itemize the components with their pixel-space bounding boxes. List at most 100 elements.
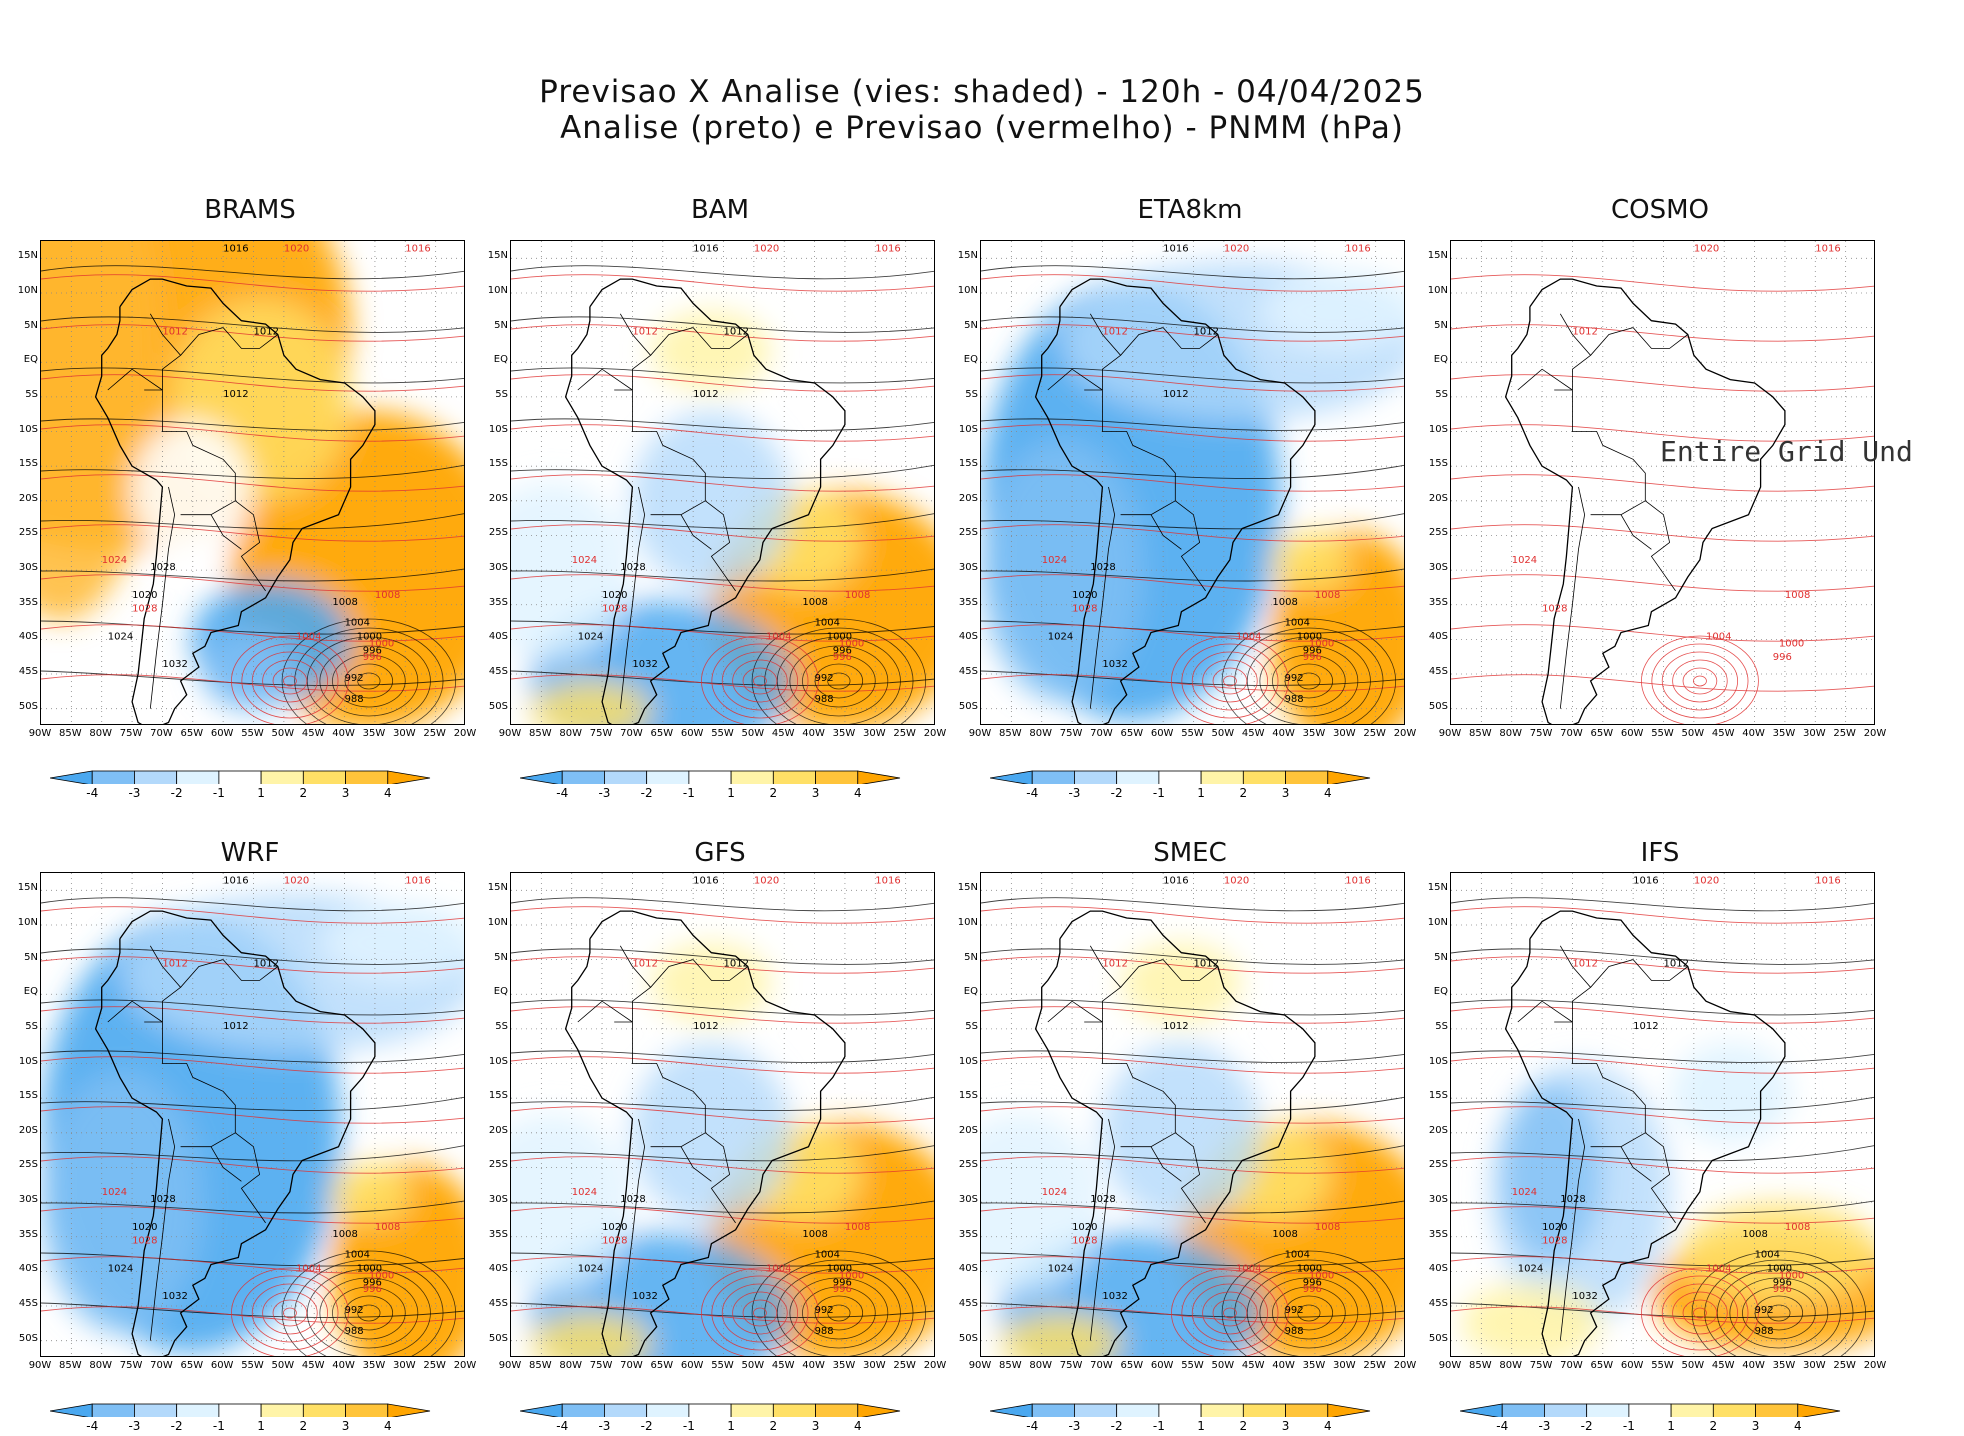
colorbar-label: 2 bbox=[769, 786, 778, 800]
lon-label: 35W bbox=[832, 728, 856, 739]
lat-label: 5N bbox=[964, 951, 978, 963]
colorbar-segment bbox=[1158, 1403, 1202, 1417]
lat-label: EQ bbox=[1433, 354, 1448, 366]
analysis-isobar-label: 1032 bbox=[632, 1291, 657, 1302]
forecast-isobar-label: 1004 bbox=[1706, 1263, 1731, 1274]
colorbar-segment bbox=[520, 1403, 563, 1417]
lat-label: 5N bbox=[964, 319, 978, 331]
lon-label: 25W bbox=[423, 1360, 446, 1371]
colorbar-segment bbox=[730, 770, 774, 784]
colorbar-segment bbox=[1544, 1403, 1588, 1417]
colorbar-label: 2 bbox=[1709, 1419, 1718, 1433]
analysis-isobar-label: 1020 bbox=[132, 590, 157, 601]
colorbar-segment bbox=[1074, 770, 1118, 784]
lat-label: EQ bbox=[963, 354, 978, 366]
bias-shading bbox=[41, 241, 464, 724]
forecast-isobar-label: 1004 bbox=[296, 1263, 321, 1274]
forecast-isobar-label: 1012 bbox=[632, 959, 657, 970]
panel-title-gfs: GFS bbox=[694, 838, 746, 868]
panel-title-eta8km: ETA8km bbox=[1137, 195, 1243, 225]
lat-label: 10N bbox=[957, 284, 978, 296]
forecast-isobar-label: 1020 bbox=[754, 243, 779, 254]
lon-label: 80W bbox=[1499, 728, 1523, 739]
map-canvas: 1016101210121008100410009969929881020102… bbox=[41, 873, 464, 1356]
lat-label: EQ bbox=[963, 986, 978, 998]
lat-label: EQ bbox=[1433, 986, 1448, 998]
analysis-isobar-label: 1028 bbox=[1090, 1194, 1115, 1205]
analysis-isobar-label: 1016 bbox=[1633, 875, 1658, 886]
lon-label: 55W bbox=[1181, 728, 1204, 739]
lat-label: 20S bbox=[18, 1124, 38, 1136]
analysis-isobar-label: 1028 bbox=[620, 562, 645, 573]
lat-label: 15S bbox=[18, 1090, 38, 1102]
analysis-isobar-label: 996 bbox=[833, 645, 852, 656]
lat-label: 20S bbox=[958, 492, 978, 504]
map-panel-gfs: 1016 1012 1012 1008 1004 1000 996 992 988 1020 102… bbox=[510, 872, 935, 1357]
analysis-isobar-label: 1012 bbox=[1194, 327, 1219, 338]
colorbar-label: 4 bbox=[383, 1419, 392, 1433]
lat-label: 45S bbox=[958, 1298, 978, 1310]
lat-label: 40S bbox=[488, 1263, 508, 1275]
colorbar-segment bbox=[646, 1403, 690, 1417]
lon-label: 70W bbox=[620, 1360, 643, 1371]
lon-label: 35W bbox=[1302, 1360, 1326, 1371]
lat-label: 5S bbox=[1435, 388, 1448, 400]
lat-label: 10S bbox=[488, 1055, 508, 1067]
lon-label: 55W bbox=[1651, 1360, 1674, 1371]
analysis-isobar-label: 996 bbox=[1303, 1277, 1322, 1288]
colorbar bbox=[1460, 1403, 1841, 1417]
lon-label: 20W bbox=[453, 728, 477, 739]
forecast-isobar-label: 1028 bbox=[1542, 1236, 1567, 1247]
colorbar-segment bbox=[1158, 770, 1202, 784]
lon-label: 70W bbox=[150, 728, 173, 739]
colorbar-label: 1 bbox=[1197, 1419, 1205, 1433]
lat-label: 45S bbox=[958, 666, 978, 678]
forecast-isobar-label: 1008 bbox=[1315, 1222, 1340, 1233]
lon-label: 40W bbox=[802, 1360, 825, 1371]
lon-label: 60W bbox=[1150, 728, 1174, 739]
lat-label: 15S bbox=[1428, 458, 1448, 470]
bias-shading bbox=[511, 943, 934, 1356]
forecast-isobar-label: 1020 bbox=[1224, 243, 1249, 254]
colorbar-segment bbox=[260, 1403, 304, 1417]
colorbar-label: -2 bbox=[1110, 786, 1123, 800]
lat-label: 35S bbox=[18, 596, 38, 608]
lat-label: 5S bbox=[25, 1020, 38, 1032]
forecast-isobar-label: 1012 bbox=[632, 327, 657, 338]
colorbar-segment bbox=[1628, 1403, 1672, 1417]
lat-label: 10N bbox=[487, 916, 508, 928]
analysis-isobar-label: 1004 bbox=[345, 1250, 370, 1261]
colorbar-label: 4 bbox=[1323, 1419, 1332, 1433]
lat-label: 10N bbox=[957, 916, 978, 928]
forecast-isobar-label: 1024 bbox=[1512, 1187, 1537, 1198]
colorbar-label: -4 bbox=[556, 786, 569, 800]
coastline bbox=[94, 278, 376, 724]
forecast-isobar-label: 1016 bbox=[405, 243, 430, 254]
lon-label: 50W bbox=[1211, 728, 1235, 739]
lat-label: 10N bbox=[17, 916, 38, 928]
lon-label: 75W bbox=[1059, 728, 1083, 739]
lon-label: 60W bbox=[210, 728, 234, 739]
lon-label: 75W bbox=[1529, 1360, 1553, 1371]
colorbar-segment bbox=[520, 770, 563, 784]
analysis-isobar-label: 1008 bbox=[1272, 597, 1297, 608]
analysis-isobar-label: 1032 bbox=[1102, 1291, 1127, 1302]
colorbar-segment bbox=[772, 770, 816, 784]
lat-label: EQ bbox=[493, 986, 508, 998]
analysis-isobar-label: 1000 bbox=[827, 1263, 852, 1274]
forecast-isobar-label: 1008 bbox=[1315, 590, 1340, 601]
bias-shading bbox=[511, 311, 934, 724]
lat-label: 50S bbox=[1428, 700, 1448, 712]
analysis-isobar-label: 1012 bbox=[1163, 389, 1188, 400]
forecast-isobar-label: 1024 bbox=[102, 555, 127, 566]
colorbar-label: -1 bbox=[212, 786, 225, 800]
lat-label: 15S bbox=[488, 458, 508, 470]
title-line-2: Analise (preto) e Previsao (vermelho) - … bbox=[560, 110, 1404, 146]
lon-label: 70W bbox=[1560, 728, 1583, 739]
colorbar-segment bbox=[1242, 1403, 1286, 1417]
lon-label: 40W bbox=[1742, 728, 1765, 739]
lat-label: 10S bbox=[1428, 423, 1448, 435]
colorbar-label: -1 bbox=[212, 1419, 225, 1433]
analysis-isobar-label: 1004 bbox=[815, 1250, 840, 1261]
colorbar-label: 3 bbox=[811, 1419, 820, 1433]
